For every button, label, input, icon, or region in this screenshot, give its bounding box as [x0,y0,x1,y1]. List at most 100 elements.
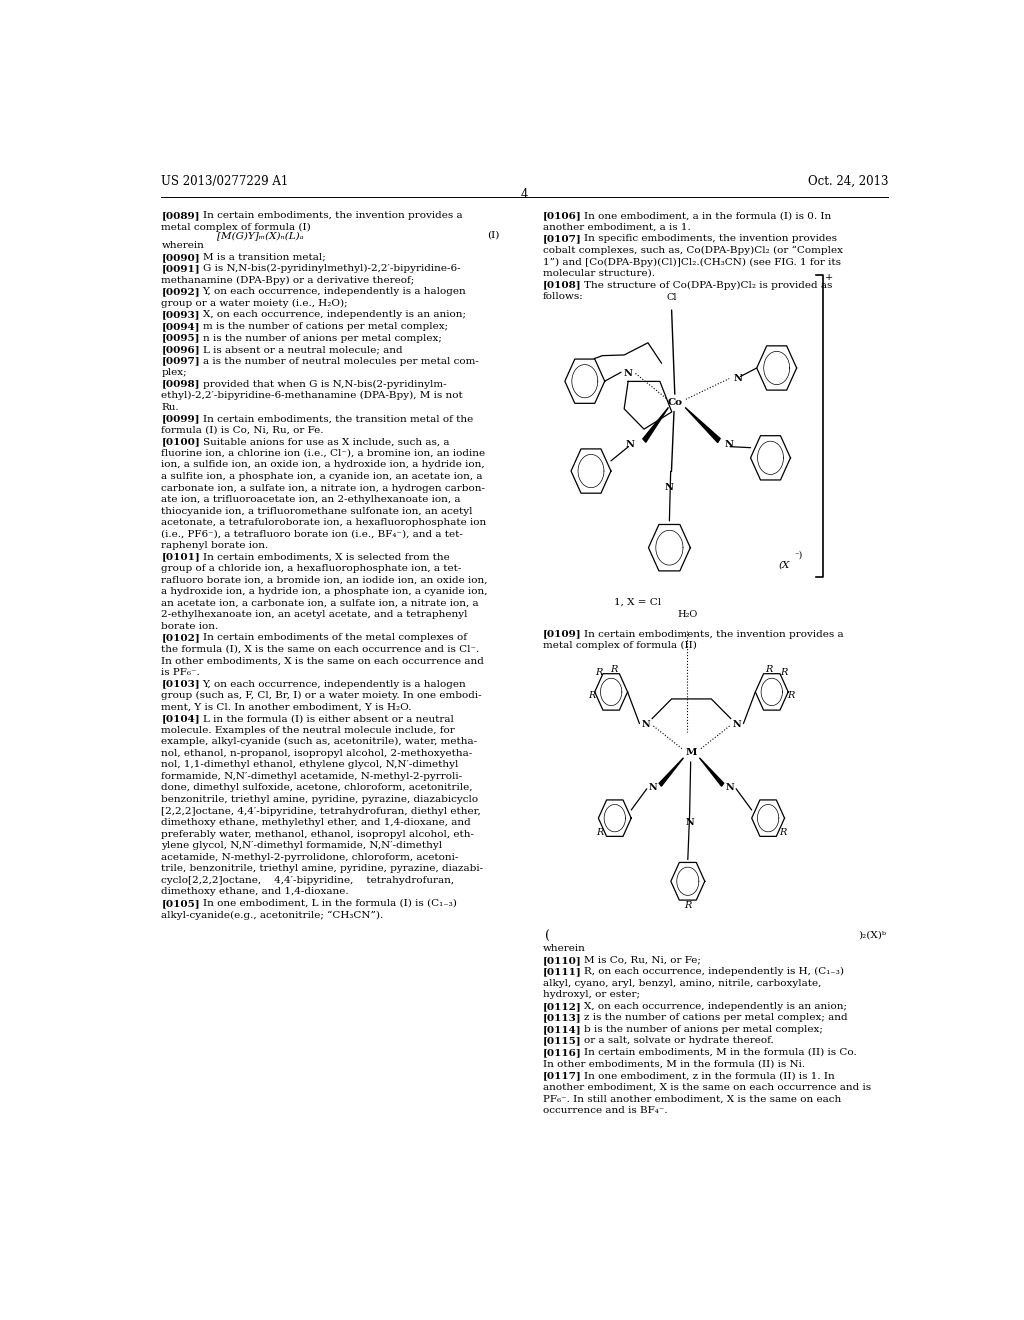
Text: [0103]: [0103] [162,680,200,689]
Text: acetonate, a tetrafuloroborate ion, a hexafluorophosphate ion: acetonate, a tetrafuloroborate ion, a he… [162,519,486,527]
Text: (X: (X [778,561,791,570]
Text: cyclo[2,2,2]octane,    4,4′-bipyridine,    tetrahydrofuran,: cyclo[2,2,2]octane, 4,4′-bipyridine, tet… [162,875,455,884]
Text: R: R [787,690,795,700]
Text: R: R [595,668,602,677]
Text: raphenyl borate ion.: raphenyl borate ion. [162,541,268,550]
Text: an acetate ion, a carbonate ion, a sulfate ion, a nitrate ion, a: an acetate ion, a carbonate ion, a sulfa… [162,599,479,609]
Text: wherein: wherein [543,944,586,953]
Text: ethyl)-2,2′-bipyridine-6-methanamine (DPA-Bpy), M is not: ethyl)-2,2′-bipyridine-6-methanamine (DP… [162,391,463,400]
Text: example, alkyl-cyanide (such as, acetonitrile), water, metha-: example, alkyl-cyanide (such as, acetoni… [162,738,477,746]
Text: follows:: follows: [543,292,584,301]
Polygon shape [659,758,684,787]
Text: [0100]: [0100] [162,437,200,446]
Text: (I): (I) [486,231,499,240]
Text: N: N [625,440,634,449]
Text: M is a transition metal;: M is a transition metal; [203,253,326,261]
Text: In one embodiment, L in the formula (I) is (C₁₋₃): In one embodiment, L in the formula (I) … [203,899,457,908]
Text: X, on each occurrence, independently is an anion;: X, on each occurrence, independently is … [585,1002,847,1011]
Text: R: R [779,828,786,837]
Text: 1, X = Cl: 1, X = Cl [613,598,660,607]
Text: done, dimethyl sulfoxide, acetone, chloroform, acetonitrile,: done, dimethyl sulfoxide, acetone, chlor… [162,784,473,792]
Text: L is absent or a neutral molecule; and: L is absent or a neutral molecule; and [203,345,402,354]
Text: [0101]: [0101] [162,553,200,562]
Text: benzonitrile, triethyl amine, pyridine, pyrazine, diazabicyclo: benzonitrile, triethyl amine, pyridine, … [162,795,478,804]
Text: Oct. 24, 2013: Oct. 24, 2013 [808,174,888,187]
Text: rafluoro borate ion, a bromide ion, an iodide ion, an oxide ion,: rafluoro borate ion, a bromide ion, an i… [162,576,487,585]
Text: M: M [686,748,697,758]
Text: 4: 4 [521,187,528,201]
Text: [0109]: [0109] [543,630,582,639]
Text: PF₆⁻. In still another embodiment, X is the same on each: PF₆⁻. In still another embodiment, X is … [543,1094,842,1104]
Text: group of a chloride ion, a hexafluorophosphate ion, a tet-: group of a chloride ion, a hexafluoropho… [162,564,462,573]
Text: plex;: plex; [162,368,187,378]
Text: In other embodiments, M in the formula (II) is Ni.: In other embodiments, M in the formula (… [543,1060,805,1069]
Text: a is the number of neutral molecules per metal com-: a is the number of neutral molecules per… [203,356,478,366]
Text: dimethoxy ethane, methylethyl ether, and 1,4-dioxane, and: dimethoxy ethane, methylethyl ether, and… [162,818,471,828]
Text: R, on each occurrence, independently is H, (C₁₋₃): R, on each occurrence, independently is … [585,968,845,977]
Text: [0106]: [0106] [543,211,582,220]
Text: [0116]: [0116] [543,1048,582,1057]
Text: R: R [765,665,773,673]
Text: alkyl-cyanide(e.g., acetonitrile; “CH₃CN”).: alkyl-cyanide(e.g., acetonitrile; “CH₃CN… [162,911,384,920]
Text: N: N [649,783,657,792]
Text: ⁻): ⁻) [795,550,803,560]
Text: L in the formula (I) is either absent or a neutral: L in the formula (I) is either absent or… [203,714,454,723]
Text: ion, a sulfide ion, an oxide ion, a hydroxide ion, a hydride ion,: ion, a sulfide ion, an oxide ion, a hydr… [162,461,485,470]
Text: In one embodiment, z in the formula (II) is 1. In: In one embodiment, z in the formula (II)… [585,1071,835,1080]
Text: G is N,N-bis(2-pyridinylmethyl)-2,2′-bipyridine-6-: G is N,N-bis(2-pyridinylmethyl)-2,2′-bip… [203,264,460,273]
Text: [0108]: [0108] [543,280,582,289]
Text: [0089]: [0089] [162,211,200,220]
Text: alkyl, cyano, aryl, benzyl, amino, nitrile, carboxylate,: alkyl, cyano, aryl, benzyl, amino, nitri… [543,979,821,987]
Text: [0095]: [0095] [162,334,200,342]
Text: [0099]: [0099] [162,414,200,424]
Text: [0092]: [0092] [162,288,200,297]
Text: [0102]: [0102] [162,634,200,643]
Text: dimethoxy ethane, and 1,4-dioxane.: dimethoxy ethane, and 1,4-dioxane. [162,887,349,896]
Text: +: + [825,273,834,282]
Text: [0115]: [0115] [543,1036,582,1045]
Text: [0097]: [0097] [162,356,200,366]
Text: ylene glycol, N,N′-dimethyl formamide, N,N′-dimethyl: ylene glycol, N,N′-dimethyl formamide, N… [162,841,442,850]
Text: US 2013/0277229 A1: US 2013/0277229 A1 [162,174,289,187]
Text: [0094]: [0094] [162,322,200,331]
Text: H₂O: H₂O [677,610,697,619]
Text: preferably water, methanol, ethanol, isopropyl alcohol, eth-: preferably water, methanol, ethanol, iso… [162,829,474,838]
Text: )₂(X)ᵇ: )₂(X)ᵇ [858,931,886,940]
Text: R: R [589,690,596,700]
Text: N: N [641,721,650,729]
Text: In certain embodiments, M in the formula (II) is Co.: In certain embodiments, M in the formula… [585,1048,857,1057]
Text: nol, ethanol, n-propanol, isopropyl alcohol, 2-methoxyetha-: nol, ethanol, n-propanol, isopropyl alco… [162,748,473,758]
Text: a sulfite ion, a phosphate ion, a cyanide ion, an acetate ion, a: a sulfite ion, a phosphate ion, a cyanid… [162,473,483,480]
Text: R: R [684,902,691,911]
Text: In certain embodiments, the invention provides a: In certain embodiments, the invention pr… [585,630,844,639]
Text: group (such as, F, Cl, Br, I) or a water moiety. In one embodi-: group (such as, F, Cl, Br, I) or a water… [162,692,482,701]
Text: fluorine ion, a chlorine ion (i.e., Cl⁻), a bromine ion, an iodine: fluorine ion, a chlorine ion (i.e., Cl⁻)… [162,449,485,458]
Text: occurrence and is BF₄⁻.: occurrence and is BF₄⁻. [543,1106,668,1114]
Text: Y, on each occurrence, independently is a halogen: Y, on each occurrence, independently is … [203,288,466,297]
Text: [0113]: [0113] [543,1014,582,1023]
Polygon shape [643,408,669,442]
Text: In certain embodiments of the metal complexes of: In certain embodiments of the metal comp… [203,634,467,643]
Text: nol, 1,1-dimethyl ethanol, ethylene glycol, N,N′-dimethyl: nol, 1,1-dimethyl ethanol, ethylene glyc… [162,760,459,770]
Text: N: N [665,483,674,491]
Text: another embodiment, a is 1.: another embodiment, a is 1. [543,223,691,232]
Text: formula (I) is Co, Ni, Ru, or Fe.: formula (I) is Co, Ni, Ru, or Fe. [162,426,324,434]
Text: In certain embodiments, the transition metal of the: In certain embodiments, the transition m… [203,414,473,424]
Text: In specific embodiments, the invention provides: In specific embodiments, the invention p… [585,235,838,243]
Text: (: ( [546,931,551,944]
Text: 2-ethylhexanoate ion, an acetyl acetate, and a tetraphenyl: 2-ethylhexanoate ion, an acetyl acetate,… [162,610,468,619]
Text: ment, Y is Cl. In another embodiment, Y is H₂O.: ment, Y is Cl. In another embodiment, Y … [162,702,412,711]
Polygon shape [699,758,724,787]
Text: 1”) and [Co(DPA-Bpy)(Cl)]Cl₂.(CH₃CN) (see FIG. 1 for its: 1”) and [Co(DPA-Bpy)(Cl)]Cl₂.(CH₃CN) (se… [543,257,841,267]
Text: [0110]: [0110] [543,956,582,965]
Text: [0104]: [0104] [162,714,200,723]
Text: N: N [734,374,742,383]
Text: [0117]: [0117] [543,1071,582,1080]
Text: [0112]: [0112] [543,1002,582,1011]
Text: carbonate ion, a sulfate ion, a nitrate ion, a hydrogen carbon-: carbonate ion, a sulfate ion, a nitrate … [162,483,485,492]
Text: [0107]: [0107] [543,235,582,243]
Text: N: N [725,783,734,792]
Text: [0098]: [0098] [162,380,200,388]
Text: N: N [733,721,741,729]
Text: wherein: wherein [162,242,204,251]
